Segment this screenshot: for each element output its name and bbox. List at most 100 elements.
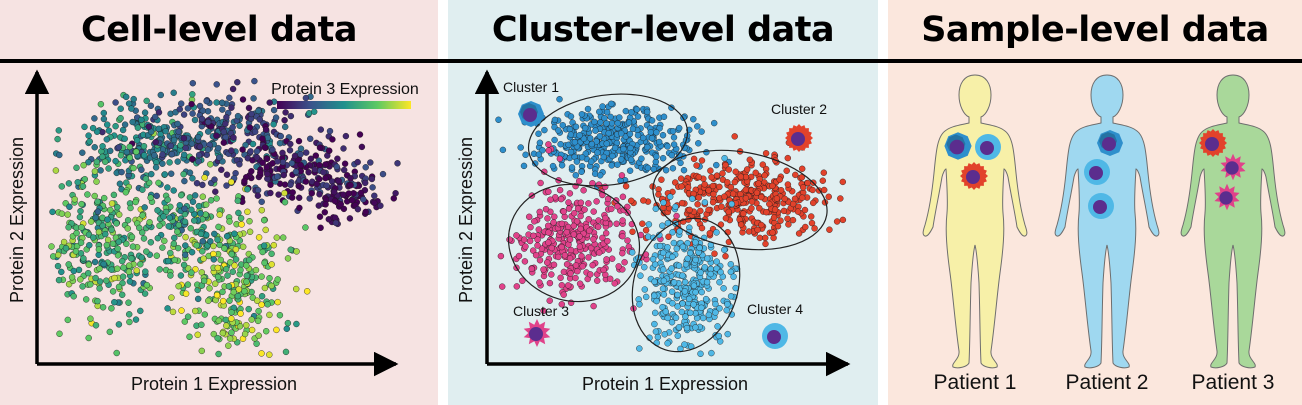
cell-point bbox=[234, 292, 242, 300]
cell-point bbox=[190, 217, 198, 224]
cluster-point bbox=[576, 132, 583, 139]
cell-point bbox=[139, 212, 146, 219]
cell-nucleus bbox=[949, 139, 965, 155]
cell-point bbox=[325, 147, 333, 154]
cluster-point bbox=[549, 162, 557, 170]
cell-point bbox=[94, 297, 101, 305]
cluster-point bbox=[770, 234, 777, 242]
cluster-point bbox=[557, 140, 564, 148]
cluster-point bbox=[557, 195, 565, 203]
cluster-point bbox=[558, 243, 565, 251]
cell-point bbox=[199, 107, 207, 114]
cell-point bbox=[259, 248, 266, 256]
cluster-point bbox=[596, 133, 604, 140]
cell-point bbox=[114, 245, 121, 252]
cell-point bbox=[296, 204, 303, 212]
cell-point bbox=[155, 109, 163, 116]
cluster-point bbox=[546, 279, 554, 287]
cell-point bbox=[247, 148, 254, 155]
cluster-point bbox=[692, 289, 699, 296]
cluster-point bbox=[809, 186, 816, 194]
cell-point bbox=[170, 136, 178, 144]
cluster-point bbox=[540, 266, 547, 273]
cluster-point bbox=[530, 232, 537, 240]
cell-point bbox=[199, 193, 207, 200]
cluster-point bbox=[742, 195, 750, 202]
cell-point bbox=[323, 182, 330, 189]
cell-point bbox=[66, 203, 73, 211]
cluster-point bbox=[653, 153, 660, 160]
cell-point bbox=[213, 99, 220, 106]
cell-point bbox=[49, 208, 56, 216]
cluster-point bbox=[629, 125, 637, 133]
cell-point bbox=[146, 219, 153, 226]
cell-point bbox=[118, 168, 125, 176]
cell-point bbox=[191, 116, 199, 124]
cluster-point bbox=[694, 201, 701, 208]
cell-point bbox=[181, 218, 189, 225]
cell-nucleus bbox=[1219, 191, 1233, 205]
cell-point bbox=[237, 266, 244, 274]
cluster-point bbox=[762, 234, 769, 242]
cluster-point bbox=[732, 168, 739, 175]
cell-point bbox=[151, 152, 158, 159]
cell-point bbox=[367, 159, 374, 166]
cluster-point bbox=[662, 308, 669, 315]
cell-point bbox=[147, 102, 155, 110]
cell-point bbox=[281, 189, 288, 197]
cell-point bbox=[189, 175, 196, 182]
cell-point bbox=[118, 291, 126, 298]
cluster-point bbox=[567, 131, 575, 138]
cluster-point bbox=[698, 288, 705, 296]
cluster-point bbox=[538, 245, 546, 252]
cluster-point bbox=[680, 166, 688, 174]
cluster-point bbox=[712, 300, 719, 308]
cell-point bbox=[199, 248, 206, 255]
cell-icon bbox=[944, 132, 972, 160]
cluster-point bbox=[692, 239, 699, 246]
cluster-point bbox=[653, 129, 660, 136]
cell-point bbox=[281, 116, 288, 124]
cluster-point bbox=[546, 297, 553, 304]
cluster-point bbox=[670, 279, 678, 286]
cell-point bbox=[243, 322, 250, 329]
cell-point bbox=[234, 78, 241, 86]
cell-point bbox=[215, 317, 223, 324]
cell-point bbox=[272, 114, 280, 121]
cell-nucleus bbox=[791, 132, 805, 146]
cluster-point bbox=[618, 130, 625, 137]
cell-point bbox=[186, 169, 194, 176]
cell-point bbox=[289, 189, 296, 196]
cluster-point bbox=[784, 215, 791, 222]
cell-icon bbox=[1088, 193, 1114, 219]
cluster-point bbox=[587, 271, 594, 278]
cell-point bbox=[331, 197, 339, 205]
cluster-point bbox=[670, 134, 678, 141]
cell-point bbox=[137, 261, 144, 268]
cluster-point bbox=[613, 220, 620, 228]
cell-nucleus bbox=[1102, 137, 1116, 151]
cluster-point bbox=[746, 156, 753, 163]
cluster-point bbox=[820, 169, 827, 176]
cell-icon bbox=[518, 101, 544, 127]
cell-point bbox=[87, 218, 95, 225]
cluster-point bbox=[595, 181, 603, 188]
cell-point bbox=[70, 293, 77, 300]
cluster-point bbox=[551, 213, 558, 220]
cell-point bbox=[114, 203, 121, 211]
cell-point bbox=[101, 158, 109, 166]
cell-point bbox=[71, 196, 78, 203]
cell-point bbox=[273, 326, 280, 334]
cluster-point bbox=[565, 205, 573, 212]
cell-point bbox=[182, 233, 189, 241]
cell-point bbox=[266, 311, 273, 319]
cell-point bbox=[253, 148, 261, 155]
cluster-point bbox=[594, 149, 601, 156]
cluster-point bbox=[608, 100, 615, 108]
cell-point bbox=[142, 268, 149, 275]
cell-point bbox=[141, 109, 149, 116]
cell-point bbox=[297, 161, 304, 169]
cluster-point bbox=[535, 130, 542, 138]
cell-point bbox=[331, 188, 338, 196]
cluster-point bbox=[682, 313, 689, 320]
